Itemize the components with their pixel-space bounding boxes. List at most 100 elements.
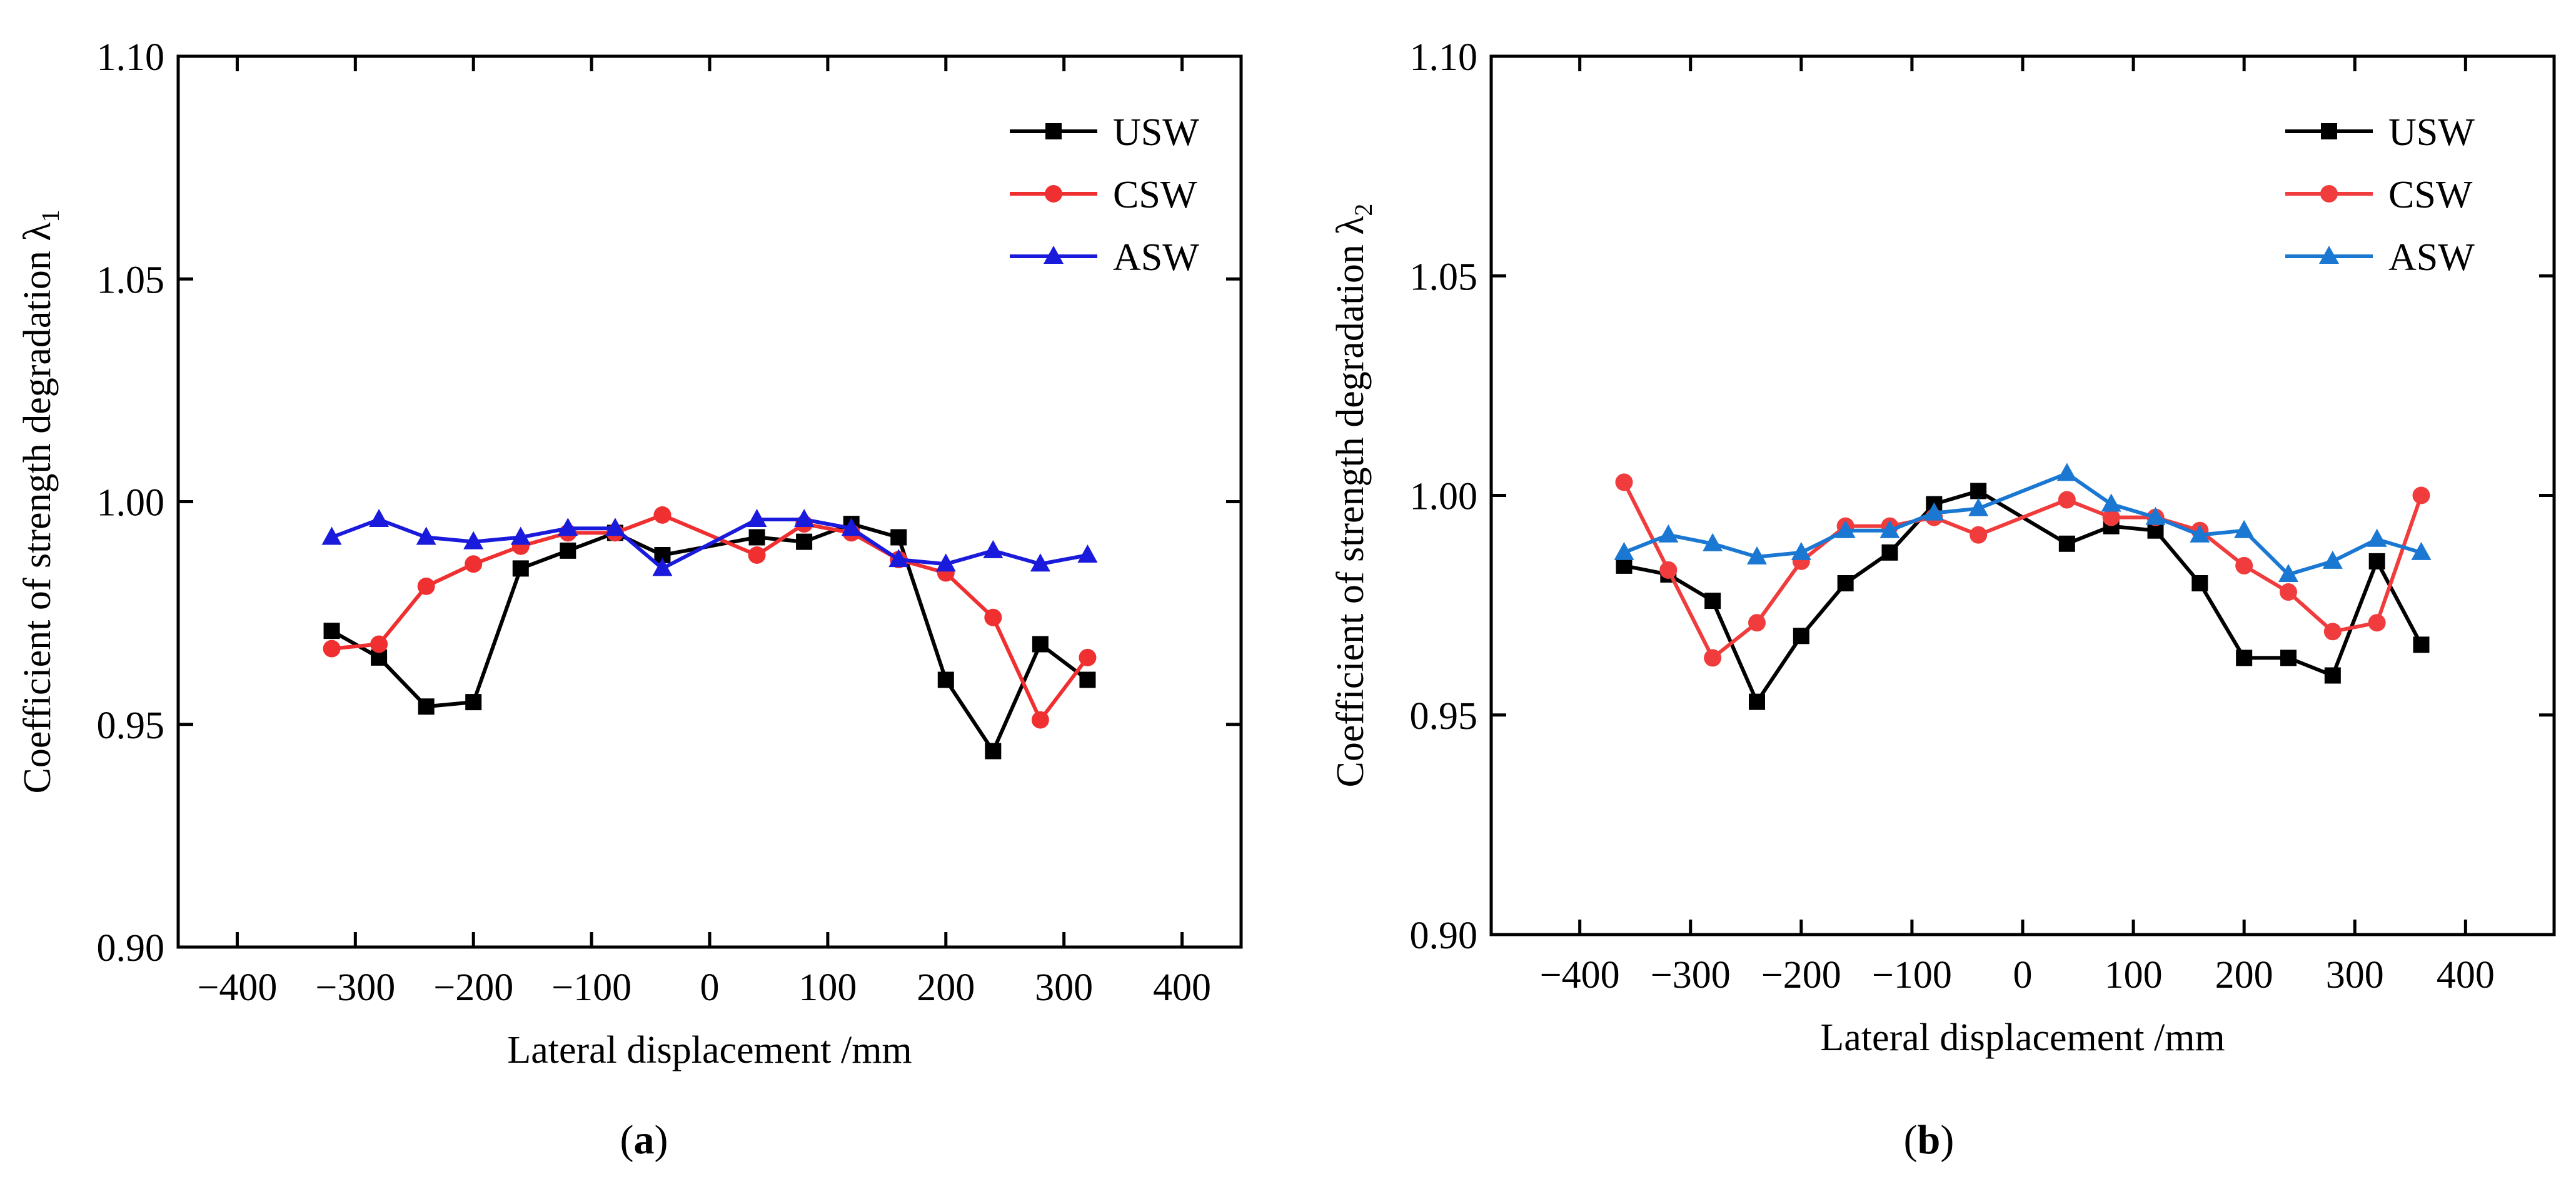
chart-b-ytick-label: 0.90 [1410,915,1478,957]
chart-b-point-csw [2058,491,2076,509]
chart-b-point-asw [2322,550,2343,569]
chart-b-ytick-label: 1.05 [1410,256,1478,298]
chart-a-point-usw [418,698,435,715]
chart-a-point-usw [985,743,1002,760]
chart-b-point-csw [2412,486,2430,504]
chart-b-point-csw [1748,614,1766,632]
chart-b-series-asw [1614,463,2432,582]
chart-b-ytick-label: 1.10 [1410,36,1478,79]
chart-a-point-csw [465,555,483,573]
chart-a-point-usw [1079,671,1096,688]
chart-a-ytick-label: 1.05 [97,259,165,301]
chart-a-xtick-label: 100 [798,966,857,1009]
chart-a-legend-label-csw: CSW [1113,174,1197,216]
chart-a-xtick-label: 200 [917,966,975,1009]
chart-b-point-asw [2234,519,2255,538]
chart-b-xtick-label: 400 [2437,954,2495,996]
chart-a-point-csw [323,640,341,658]
chart-b-legend-marker-asw [2319,246,2339,264]
chart-a-point-asw [1077,544,1098,563]
chart-b-point-csw [2235,556,2253,574]
chart-a-point-asw [747,509,767,527]
chart-b-point-asw [1703,533,1723,551]
chart-a-panel-label: (a) [620,1117,668,1163]
chart-a-svg: −400 −300 −200 −100 0 100 200 300 400 0.90 0.95 1.0… [16,36,1243,1163]
chart-b-series-csw [1615,473,2430,667]
chart-b-point-asw [1968,498,1989,516]
chart-a-panel-label-close: ) [655,1117,668,1163]
chart-b-point-asw [1835,519,1856,538]
chart-b-point-csw [1615,473,1633,491]
chart-a-point-asw [983,539,1004,558]
chart-b-point-usw [1793,628,1809,645]
chart-a-point-asw [1030,553,1050,572]
chart-a-point-usw [796,533,813,550]
chart-b-xtick-label: 100 [2105,954,2163,996]
chart-b-point-usw [1704,593,1721,610]
chart-a-legend-label-asw: ASW [1113,236,1199,279]
chart-b-point-asw [2101,493,2121,512]
chart-b-xtick-label: 300 [2326,954,2384,996]
chart-a-xtick-label: −200 [433,966,513,1009]
chart-b-point-csw [1704,649,1722,667]
chart-b-legend-label-asw: ASW [2388,236,2475,279]
chart-a-xtick-label: 0 [700,966,720,1009]
chart-a-legend-marker-csw [1045,185,1062,203]
chart-a-point-usw [560,542,576,559]
chart-b-panel-label: (b) [1904,1117,1955,1163]
chart-b-point-asw [2367,528,2387,547]
chart-b-y-axis-title-subscript: 2 [1349,204,1377,216]
chart-a-plot-frame [176,54,1243,949]
chart-a-y-axis-title-main: Coefficient of strength degradation λ [16,223,59,794]
chart-b-point-usw [2368,553,2385,569]
chart-a-point-csw [1079,648,1097,666]
chart-b-panel-label-close: ) [1940,1117,1954,1163]
chart-b-point-usw [2324,667,2341,684]
chart-b-point-csw [2323,623,2342,641]
chart-b-line-csw [1622,481,2423,660]
chart-a-series-usw [323,516,1096,760]
chart-b-point-usw [2058,535,2075,552]
chart-b-y-axis-title: Coefficient of strength degradation λ2 [1329,204,1377,788]
chart-a-point-usw [937,671,954,688]
chart-a-ytick-label: 0.90 [97,927,165,970]
chart-b-line-usw [1623,489,2423,704]
chart-b-point-asw [1791,541,1811,560]
chart-b-legend-label-usw: USW [2388,111,2475,154]
chart-a-ytick-label: 1.10 [97,36,165,79]
chart-b-point-usw [1749,693,1765,710]
chart-a-point-csw [417,577,435,595]
chart-a-legend-label-usw: USW [1113,111,1199,154]
chart-a-point-csw [984,608,1002,626]
chart-b-panel-label-letter: b [1918,1117,1941,1163]
chart-b-line-asw [1623,471,2422,576]
chart-b-xtick-label: 0 [2013,954,2033,996]
chart-a-point-asw [935,553,956,572]
chart-a-point-asw [369,509,390,527]
chart-b-point-usw [1616,557,1633,574]
chart-b-xtick-label: −100 [1872,954,1952,996]
chart-panel-b: −400 −300 −200 −100 0 100 200 300 400 0.90 0.95 1.0… [1288,0,2576,1179]
chart-b-point-asw [1658,524,1679,543]
chart-a-legend-marker-usw [1045,123,1062,139]
chart-a-line-usw [331,522,1089,753]
chart-b-point-usw [1881,544,1898,561]
chart-b-ytick-label: 1.00 [1410,476,1478,518]
chart-a-line-asw [331,518,1089,571]
chart-a-point-asw [605,518,625,536]
chart-b-xtick-label: −400 [1540,954,1620,996]
chart-a-series-asw [321,509,1098,576]
chart-b-x-axis-title: Lateral displacement /mm [1820,1016,2225,1059]
chart-a-point-csw [653,506,672,524]
chart-a-point-usw [323,623,340,640]
chart-a-point-asw [841,518,862,536]
chart-b-point-usw [2236,650,2253,666]
chart-a-point-asw [463,531,484,549]
chart-b-xtick-label: 200 [2215,954,2273,996]
chart-a-point-csw [748,546,766,564]
chart-b-point-asw [1879,519,1900,538]
chart-a-panel-label-letter: a [634,1117,655,1163]
chart-a-point-usw [748,529,765,546]
chart-a-line-csw [331,513,1089,722]
chart-a-xtick-label: −300 [315,966,395,1009]
